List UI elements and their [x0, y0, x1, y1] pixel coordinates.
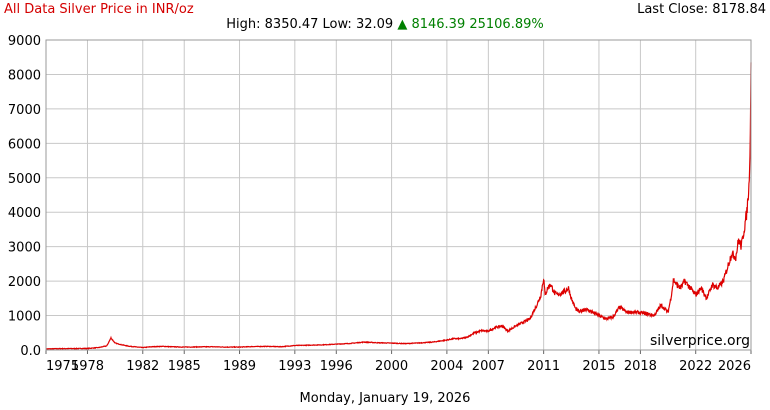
x-tick-label: 1978	[71, 359, 104, 374]
x-tick-label: 2007	[472, 359, 505, 374]
x-tick-label: 1975	[46, 359, 79, 374]
footer-date: Monday, January 19, 2026	[299, 391, 471, 406]
y-tick-label: 9000	[8, 34, 41, 49]
y-tick-label: 6000	[8, 137, 41, 152]
plot-frame	[45, 39, 752, 351]
x-tick-label: 2026	[718, 359, 751, 374]
x-tick-label: 2004	[430, 359, 463, 374]
change-up-icon: ▲	[397, 17, 408, 32]
x-tick-label: 1996	[320, 359, 353, 374]
high-low-label: High: 8350.47 Low: 32.09	[226, 17, 394, 32]
watermark: silverprice.org	[650, 333, 750, 349]
x-tick-label: 2000	[375, 359, 408, 374]
series-line	[45, 62, 752, 350]
x-tick-label: 1985	[168, 359, 201, 374]
x-tick-label: 2018	[624, 359, 657, 374]
y-tick-label: 7000	[8, 103, 41, 118]
price-stats: High: 8350.47 Low: 32.09 ▲ 8146.39 25106…	[0, 17, 770, 32]
y-tick-label: 3000	[8, 241, 41, 256]
last-close-label: Last Close: 8178.84	[637, 2, 766, 17]
x-tick-label: 2015	[582, 359, 615, 374]
chart-title: All Data Silver Price in INR/oz	[4, 2, 194, 17]
x-tick-label: 1993	[278, 359, 311, 374]
y-tick-label: 4000	[8, 206, 41, 221]
chart-grid	[45, 39, 752, 354]
y-tick-label: 1000	[8, 310, 41, 325]
y-tick-label: 2000	[8, 275, 41, 290]
y-tick-label: 8000	[8, 68, 41, 83]
x-tick-label: 2011	[527, 359, 560, 374]
x-tick-label: 1982	[126, 359, 159, 374]
x-tick-label: 1989	[223, 359, 256, 374]
y-axis-ticks: 0.0 1000 2000 3000 4000 5000 6000 7000 8000 9000	[8, 34, 41, 359]
x-tick-label: 2022	[679, 359, 712, 374]
change-label: 8146.39 25106.89%	[411, 17, 544, 32]
y-tick-label: 0.0	[20, 344, 41, 359]
y-tick-label: 5000	[8, 172, 41, 187]
